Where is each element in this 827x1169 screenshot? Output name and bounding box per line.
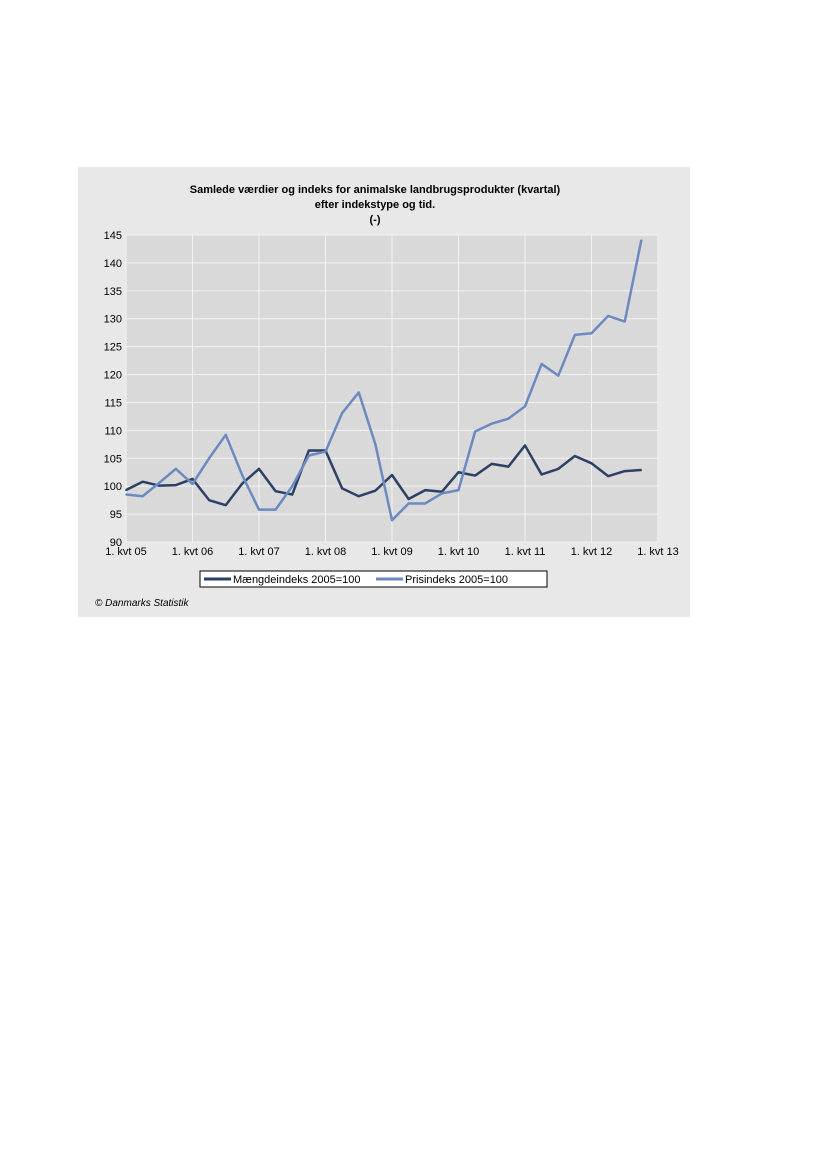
- data-point: [224, 434, 227, 436]
- y-tick-label: 135: [104, 286, 122, 298]
- data-point: [607, 475, 609, 477]
- data-point: [175, 484, 177, 486]
- data-point: [640, 469, 643, 471]
- data-point: [574, 334, 576, 336]
- data-point: [457, 489, 460, 491]
- data-point: [374, 489, 377, 492]
- data-point: [507, 465, 510, 468]
- data-point: [374, 443, 377, 446]
- data-point: [607, 315, 609, 317]
- data-point: [424, 489, 427, 491]
- data-point: [391, 519, 393, 522]
- data-point: [308, 449, 310, 452]
- series-line-prisindeks: [125, 239, 643, 522]
- y-tick-label: 110: [104, 425, 122, 437]
- data-point: [524, 405, 526, 408]
- data-point: [540, 473, 543, 476]
- data-point: [490, 463, 493, 465]
- y-tick-label: 145: [104, 230, 122, 242]
- data-point: [557, 468, 560, 470]
- copyright-text: © Danmarks Statistik: [95, 598, 190, 609]
- data-point: [208, 457, 210, 460]
- chart-title: Samlede værdier og indeks for animalske …: [190, 184, 561, 196]
- y-tick-label: 90: [110, 537, 122, 549]
- data-point: [291, 485, 294, 487]
- data-point: [557, 374, 560, 377]
- y-tick-label: 100: [104, 481, 122, 493]
- line-chart: Samlede værdier og indeks for animalske …: [95, 184, 679, 609]
- data-point: [324, 450, 327, 453]
- y-axis-ticks: 90 95 100 105 110 115 120 125 130 135 140 145: [104, 230, 122, 549]
- legend-label-prisindeks: Prisindeks 2005=100: [405, 574, 508, 586]
- chart-panel: Samlede værdier og indeks for animalske …: [78, 167, 690, 617]
- data-point: [258, 468, 260, 470]
- data-point: [274, 490, 277, 493]
- data-point: [141, 480, 144, 483]
- data-point: [274, 508, 277, 511]
- data-point: [341, 487, 343, 490]
- data-point: [507, 417, 510, 420]
- legend-box: [199, 570, 548, 588]
- legend-label-maengdeindeks: Mængdeindeks 2005=100: [233, 574, 361, 586]
- legend: Mængdeindeks 2005=100 Prisindeks 2005=10…: [199, 570, 548, 588]
- data-point: [524, 444, 526, 447]
- series-lines: [125, 239, 643, 522]
- data-point: [407, 502, 410, 505]
- data-point: [623, 470, 626, 472]
- data-point: [291, 493, 294, 496]
- x-tick-label: 1. kvt 05: [105, 546, 147, 558]
- x-tick-label: 1. kvt 12: [571, 546, 613, 558]
- x-tick-label: 1. kvt 10: [438, 546, 480, 558]
- data-point: [175, 468, 177, 470]
- data-point: [224, 504, 227, 506]
- data-point: [241, 482, 244, 485]
- data-point: [341, 412, 343, 414]
- data-point: [457, 471, 460, 474]
- data-point: [623, 320, 626, 323]
- data-point: [208, 499, 210, 501]
- data-point: [407, 498, 410, 500]
- data-point: [308, 454, 310, 457]
- data-point: [125, 493, 127, 496]
- data-point: [474, 474, 476, 477]
- y-tick-label: 105: [104, 453, 122, 465]
- x-tick-label: 1. kvt 11: [505, 546, 546, 558]
- data-point: [574, 455, 576, 457]
- data-point: [490, 422, 493, 425]
- data-point: [241, 474, 244, 477]
- data-point: [590, 332, 593, 335]
- x-tick-label: 1. kvt 08: [305, 546, 347, 558]
- data-point: [191, 483, 194, 485]
- data-point: [357, 495, 360, 498]
- y-tick-label: 125: [104, 342, 122, 354]
- data-point: [640, 239, 643, 241]
- data-point: [391, 474, 393, 476]
- grid-lines: [125, 234, 659, 543]
- data-point: [141, 495, 144, 498]
- x-tick-label: 1. kvt 06: [172, 546, 214, 558]
- data-point: [158, 484, 161, 487]
- data-point: [590, 462, 593, 465]
- x-tick-label: 1. kvt 09: [371, 546, 413, 558]
- data-point: [258, 508, 260, 511]
- y-tick-label: 140: [104, 258, 122, 270]
- data-point: [540, 363, 543, 365]
- x-tick-label: 1. kvt 13: [637, 546, 679, 558]
- y-tick-label: 130: [104, 314, 122, 326]
- data-point: [158, 482, 161, 484]
- y-tick-label: 95: [110, 509, 122, 521]
- data-point: [191, 478, 194, 480]
- x-axis-ticks: 1. kvt 05 1. kvt 06 1. kvt 07 1. kvt 08 1. k…: [105, 546, 679, 558]
- y-tick-label: 115: [104, 397, 122, 409]
- data-point: [357, 391, 360, 394]
- x-tick-label: 1. kvt 07: [238, 546, 280, 558]
- data-point: [125, 489, 127, 491]
- data-point: [441, 492, 443, 495]
- data-point: [424, 502, 427, 505]
- y-tick-label: 120: [104, 370, 122, 382]
- chart-subtitle: efter indekstype og tid.: [315, 199, 435, 211]
- chart-unit-label: (-): [370, 214, 381, 226]
- data-point: [474, 430, 476, 433]
